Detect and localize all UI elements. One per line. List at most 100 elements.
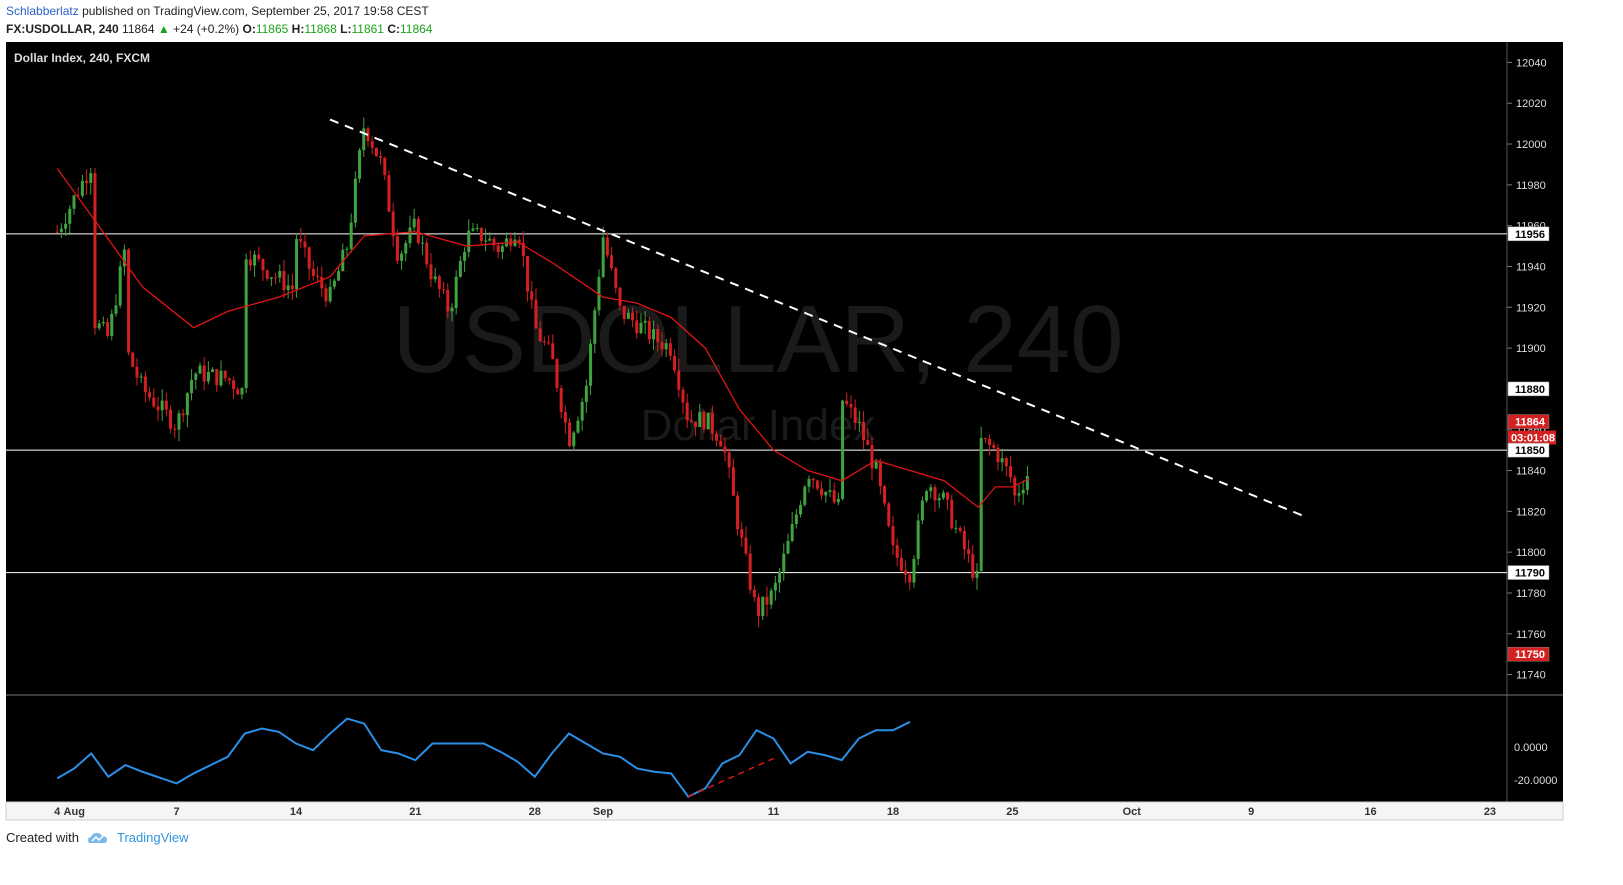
chart-title: Dollar Index, 240, FXCM <box>14 51 150 65</box>
candle-body <box>211 369 215 372</box>
candle-body <box>59 228 63 232</box>
candle-body <box>521 242 525 257</box>
time-tick-label: Aug <box>64 806 85 818</box>
candle-body <box>1021 489 1025 494</box>
candle-body <box>933 487 937 501</box>
candle-body <box>673 355 677 371</box>
candle-body <box>706 412 710 430</box>
candle-body <box>353 178 357 223</box>
candle-body <box>782 553 786 572</box>
candle-body <box>244 259 248 389</box>
candle-body <box>227 378 231 381</box>
price-badge <box>1507 442 1550 458</box>
time-tick-label: 9 <box>1248 806 1254 818</box>
candle-body <box>257 254 261 260</box>
candle-body <box>916 520 920 560</box>
price-change: +24 (+0.2%) <box>173 22 240 36</box>
tradingview-logo-icon <box>87 832 107 843</box>
candle-body <box>689 420 693 422</box>
candle-body <box>127 249 131 353</box>
candle-body <box>618 287 622 306</box>
candle-body <box>547 342 551 344</box>
candle-body <box>975 570 979 578</box>
candle-body <box>295 239 299 290</box>
tradingview-link[interactable]: TradingView <box>116 830 189 845</box>
close-label: C: <box>387 22 400 36</box>
time-tick-label: 14 <box>290 806 303 818</box>
candle-body <box>757 597 761 617</box>
candle-body <box>954 527 958 529</box>
candle-body <box>383 157 387 176</box>
candle-body <box>265 270 269 279</box>
candle-body <box>983 438 987 440</box>
candle-body <box>454 276 458 309</box>
candle-body <box>391 211 395 237</box>
candle-body <box>223 370 227 379</box>
price-badge-label: 11956 <box>1515 229 1545 241</box>
candle-body <box>765 596 769 605</box>
candle-body <box>358 150 362 179</box>
countdown-label: 03:01:08 <box>1511 433 1555 445</box>
candle-body <box>194 373 198 380</box>
candle-body <box>446 289 450 312</box>
candle-body <box>106 322 110 337</box>
candle-body <box>580 401 584 421</box>
candle-body <box>526 256 530 292</box>
candle-body <box>101 322 105 324</box>
candle-body <box>1004 458 1008 467</box>
candle-body <box>274 277 278 279</box>
candle-body <box>538 328 542 342</box>
candle-body <box>110 313 114 337</box>
candle-body <box>778 571 782 583</box>
candle-body <box>421 242 425 244</box>
candle-body <box>517 239 521 243</box>
candle-body <box>681 389 685 403</box>
candle-body <box>85 180 89 183</box>
candle-body <box>824 491 828 496</box>
author-link[interactable]: Schlabberlatz <box>6 4 79 18</box>
candle-body <box>303 241 307 248</box>
oscillator <box>56 717 911 798</box>
candle-body <box>668 343 672 356</box>
horizontal-levels[interactable] <box>6 233 1507 574</box>
open-value: 11865 <box>255 22 289 36</box>
candle-body <box>841 400 845 499</box>
candle-body <box>908 574 912 583</box>
candle-body <box>345 248 349 250</box>
candle-body <box>715 433 719 441</box>
price-tick-label: 12020 <box>1516 98 1547 110</box>
candle-body <box>660 341 664 350</box>
candle-body <box>400 253 404 261</box>
candle-body <box>1009 466 1013 478</box>
candle-body <box>114 305 118 314</box>
moving-average <box>56 168 1030 509</box>
candle-body <box>379 156 383 158</box>
candle-body <box>72 195 76 209</box>
candle-body <box>622 305 626 319</box>
candle-body <box>589 343 593 386</box>
candle-body <box>559 388 563 413</box>
watermark-name: Dollar Index <box>641 401 876 450</box>
candle-body <box>316 275 320 277</box>
candle-body <box>605 237 609 256</box>
time-axis-panel[interactable] <box>5 801 1564 821</box>
candle-body <box>387 175 391 212</box>
candle-body <box>988 438 992 446</box>
close-value: 11864 <box>399 22 433 36</box>
candle-body <box>341 249 345 272</box>
time-tick-label: 28 <box>529 806 541 818</box>
candle-body <box>534 299 538 329</box>
candle-body <box>631 312 635 321</box>
time-tick-label: 23 <box>1484 806 1496 818</box>
candle-body <box>904 570 908 575</box>
candle-body <box>425 242 429 265</box>
candle-body <box>555 359 559 389</box>
candle-body <box>164 400 168 410</box>
price-badge <box>1507 565 1550 580</box>
candle-body <box>450 308 454 312</box>
price-tick-label: 11840 <box>1516 466 1546 478</box>
candle-body <box>320 276 324 289</box>
symbol-info-bar: FX:USDOLLAR, 240 11864 ▲ +24 (+0.2%) O:1… <box>6 22 432 36</box>
candle-body <box>698 411 702 427</box>
